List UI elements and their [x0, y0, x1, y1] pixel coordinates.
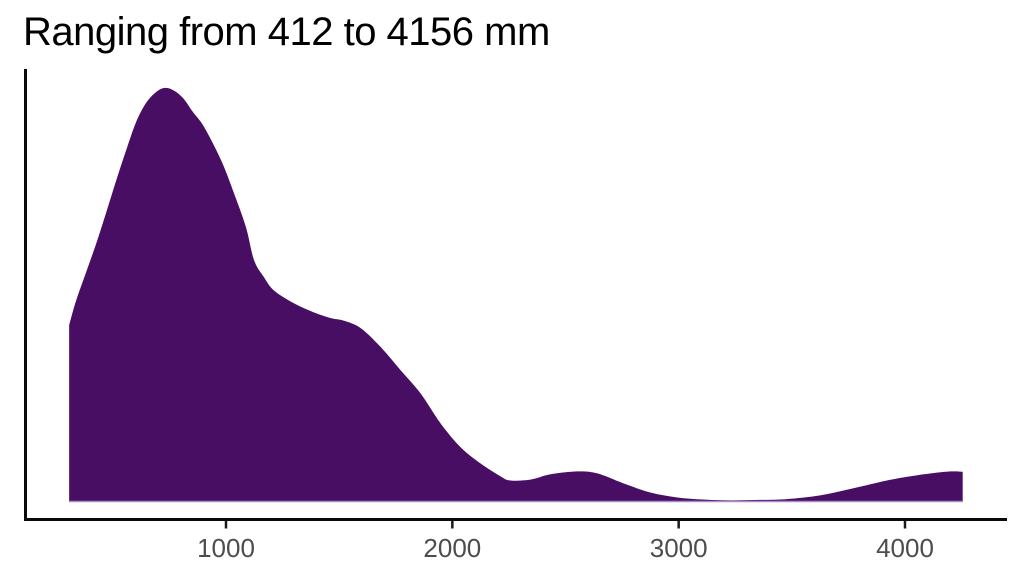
x-tick-label: 3000: [650, 533, 708, 563]
x-tick-label: 4000: [876, 533, 934, 563]
x-tick-label: 2000: [423, 533, 481, 563]
x-tick-label: 1000: [197, 533, 255, 563]
chart-title: Ranging from 412 to 4156 mm: [23, 10, 550, 54]
density-area: [69, 87, 963, 502]
